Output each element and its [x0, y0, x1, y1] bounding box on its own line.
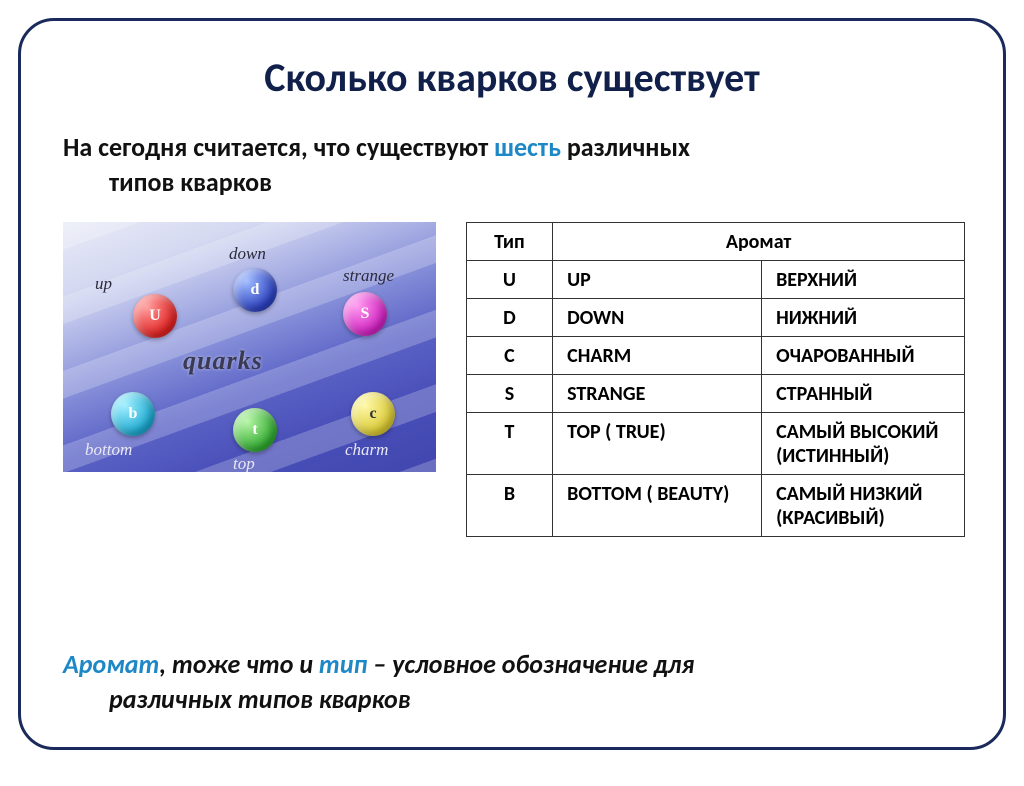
th-type: Тип [466, 223, 552, 261]
table-header-row: Тип Аромат [466, 223, 964, 261]
quark-d-sphere: d [233, 268, 277, 312]
footer-rest1: – условное обозначение для [367, 648, 694, 680]
footer-paragraph: Аромат, тоже что и тип – условное обозна… [63, 647, 961, 717]
quark-u-sphere: U [133, 294, 177, 338]
page-title: Сколько кварков существует [59, 53, 965, 102]
label-charm: charm [345, 440, 388, 460]
cell-type: C [466, 337, 552, 375]
table-row: B BOTTOM ( BEAUTY) САМЫЙ НИЗКИЙ (КРАСИВЫ… [466, 475, 964, 537]
label-bottom: bottom [85, 440, 132, 460]
footer-line2: различных типов кварков [63, 682, 961, 717]
cell-type: U [466, 261, 552, 299]
illustration-center: quarks [183, 346, 263, 376]
footer-aroma: Аромат [63, 648, 159, 680]
cell-ru: САМЫЙ ВЫСОКИЙ (ИСТИННЫЙ) [762, 413, 965, 475]
table-row: D DOWN НИЖНИЙ [466, 299, 964, 337]
footer-tip: тип [319, 648, 368, 680]
intro-paragraph: На сегодня считается, что существуют шес… [59, 130, 965, 200]
cell-en: BOTTOM ( BEAUTY) [553, 475, 762, 537]
slide-frame: Сколько кварков существует На сегодня сч… [18, 18, 1006, 750]
intro-middle: различных [561, 131, 690, 163]
quarks-table: Тип Аромат U UP ВЕРХНИЙ D DOWN НИЖНИЙ C … [466, 222, 965, 537]
table-row: S STRANGE СТРАННЫЙ [466, 375, 964, 413]
cell-en: CHARM [553, 337, 762, 375]
label-top: top [233, 454, 255, 472]
middle-row: up down strange bottom top charm quarks … [59, 222, 965, 537]
cell-ru: ВЕРХНИЙ [762, 261, 965, 299]
cell-ru: НИЖНИЙ [762, 299, 965, 337]
quark-t-sphere: t [233, 408, 277, 452]
cell-en: STRANGE [553, 375, 762, 413]
cell-en: DOWN [553, 299, 762, 337]
table-row: C CHARM ОЧАРОВАННЫЙ [466, 337, 964, 375]
intro-prefix: На сегодня считается, что существуют [63, 131, 494, 163]
intro-line2: типов кварков [63, 165, 965, 200]
label-strange: strange [343, 266, 394, 286]
label-up: up [95, 274, 112, 294]
intro-six: шесть [494, 131, 561, 163]
cell-en: TOP ( TRUE) [553, 413, 762, 475]
cell-en: UP [553, 261, 762, 299]
label-down: down [229, 244, 266, 264]
quark-s-sphere: S [343, 292, 387, 336]
cell-ru: СТРАННЫЙ [762, 375, 965, 413]
cell-type: S [466, 375, 552, 413]
cell-type: D [466, 299, 552, 337]
cell-type: T [466, 413, 552, 475]
cell-ru: ОЧАРОВАННЫЙ [762, 337, 965, 375]
quark-b-sphere: b [111, 392, 155, 436]
quarks-illustration: up down strange bottom top charm quarks … [63, 222, 436, 472]
cell-type: B [466, 475, 552, 537]
cell-ru: САМЫЙ НИЗКИЙ (КРАСИВЫЙ) [762, 475, 965, 537]
table-row: U UP ВЕРХНИЙ [466, 261, 964, 299]
table-row: T TOP ( TRUE) САМЫЙ ВЫСОКИЙ (ИСТИННЫЙ) [466, 413, 964, 475]
th-aroma: Аромат [553, 223, 965, 261]
footer-sep1: , тоже что и [159, 648, 319, 680]
quark-c-sphere: c [351, 392, 395, 436]
